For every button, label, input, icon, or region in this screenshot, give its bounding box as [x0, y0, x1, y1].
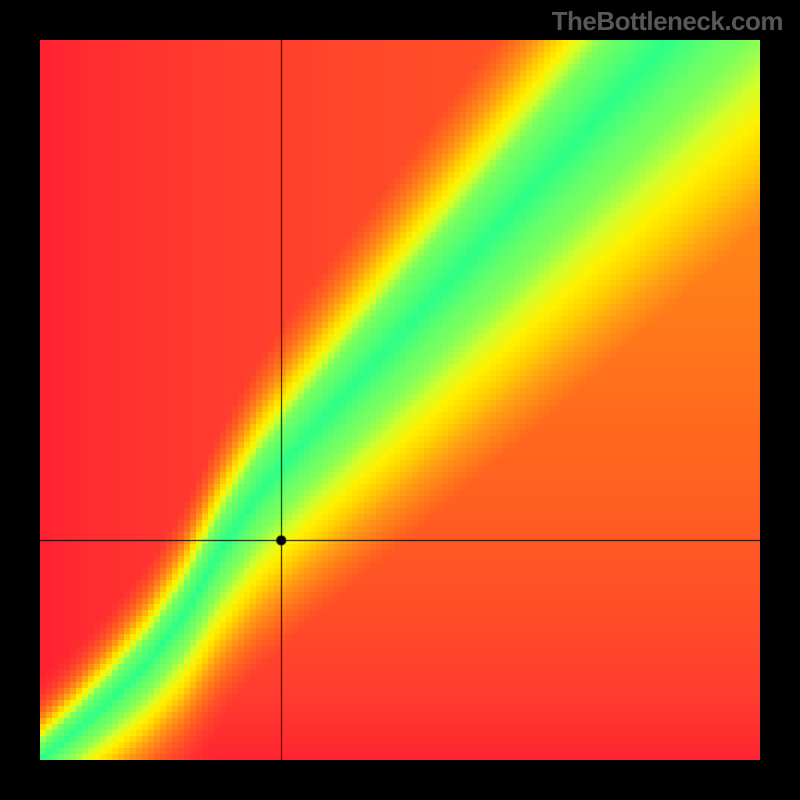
bottleneck-heatmap: [40, 40, 760, 760]
watermark-text: TheBottleneck.com: [552, 6, 783, 37]
